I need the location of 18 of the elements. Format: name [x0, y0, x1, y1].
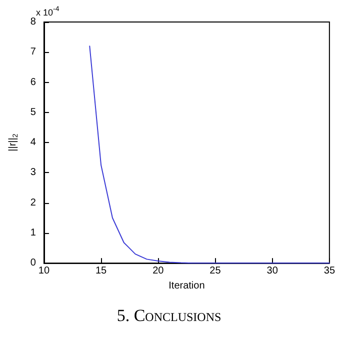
- y-tick-label: 1: [30, 227, 36, 238]
- x-tick-label: 25: [210, 266, 222, 277]
- x-tick-label: 30: [266, 266, 278, 277]
- text: 5. Conclusions: [116, 306, 222, 326]
- y-tick-label: 6: [30, 76, 36, 88]
- line-series: [89, 46, 330, 264]
- y-tick-label: 5: [30, 106, 36, 118]
- x-tick-label: 35: [324, 266, 336, 277]
- y-tick-label: 4: [30, 137, 36, 148]
- y-tick-label: 2: [30, 197, 36, 208]
- x-axis-title: Iteration: [168, 280, 205, 292]
- x-tick-label: 10: [38, 266, 50, 277]
- x-tick-label: 15: [95, 266, 108, 277]
- x-tick-label: 20: [152, 266, 164, 277]
- y-tick-label: 0: [30, 258, 36, 269]
- y-tick-label: 8: [30, 16, 36, 28]
- y-tick-label: 7: [30, 46, 36, 58]
- y-tick-label: 3: [30, 167, 36, 178]
